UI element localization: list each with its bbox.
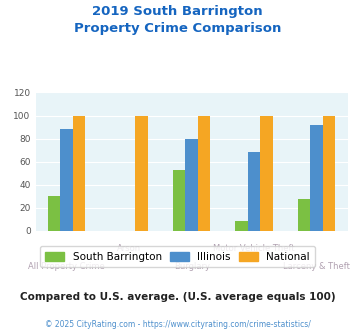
Bar	[136, 115, 148, 231]
Text: Burglary: Burglary	[174, 262, 210, 271]
Bar	[185, 139, 198, 231]
Bar	[73, 115, 86, 231]
Bar	[248, 152, 261, 231]
Text: All Property Crime: All Property Crime	[28, 262, 105, 271]
Legend: South Barrington, Illinois, National: South Barrington, Illinois, National	[40, 247, 315, 267]
Bar	[310, 125, 323, 231]
Bar	[198, 115, 211, 231]
Text: Arson: Arson	[117, 244, 141, 253]
Bar	[323, 115, 335, 231]
Bar	[60, 129, 73, 231]
Text: Larceny & Theft: Larceny & Theft	[283, 262, 350, 271]
Text: © 2025 CityRating.com - https://www.cityrating.com/crime-statistics/: © 2025 CityRating.com - https://www.city…	[45, 320, 310, 329]
Bar	[235, 221, 248, 231]
Bar	[261, 115, 273, 231]
Bar	[173, 170, 185, 231]
Bar	[48, 196, 60, 231]
Text: 2019 South Barrington
Property Crime Comparison: 2019 South Barrington Property Crime Com…	[74, 5, 281, 35]
Bar	[298, 199, 310, 231]
Text: Compared to U.S. average. (U.S. average equals 100): Compared to U.S. average. (U.S. average …	[20, 292, 335, 302]
Text: Motor Vehicle Theft: Motor Vehicle Theft	[213, 244, 295, 253]
